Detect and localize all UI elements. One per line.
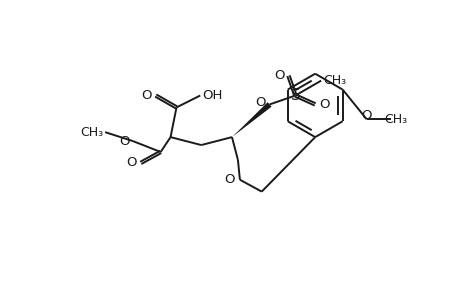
Text: O: O <box>224 173 235 186</box>
Text: O: O <box>255 96 265 109</box>
Polygon shape <box>231 102 271 137</box>
Text: CH₃: CH₃ <box>80 126 103 139</box>
Text: CH₃: CH₃ <box>383 113 407 126</box>
Text: CH₃: CH₃ <box>322 74 346 87</box>
Text: S: S <box>290 88 299 103</box>
Text: O: O <box>119 135 129 148</box>
Text: O: O <box>126 156 137 170</box>
Text: O: O <box>141 89 151 102</box>
Text: O: O <box>274 69 284 82</box>
Text: OH: OH <box>202 89 222 102</box>
Text: O: O <box>361 109 371 122</box>
Text: O: O <box>319 98 329 111</box>
